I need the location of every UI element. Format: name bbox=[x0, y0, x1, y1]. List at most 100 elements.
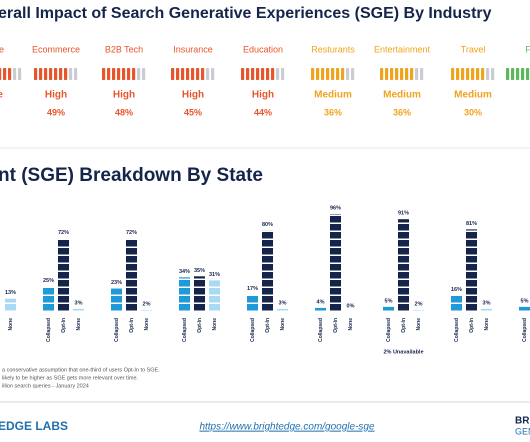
series-label: None bbox=[280, 318, 286, 331]
bar bbox=[5, 298, 16, 312]
level-icon bbox=[420, 68, 424, 80]
level-icon bbox=[241, 68, 245, 80]
level-icon bbox=[117, 68, 121, 80]
series-label: None bbox=[348, 318, 354, 331]
series-label: Collapsed bbox=[318, 318, 324, 342]
level-icon bbox=[506, 68, 510, 80]
bar bbox=[383, 306, 394, 312]
level-icon bbox=[415, 68, 419, 80]
bar bbox=[111, 288, 122, 312]
value-label: 2% bbox=[415, 301, 423, 307]
industry-name: Insurance bbox=[173, 44, 213, 54]
series-label: Collapsed bbox=[386, 318, 392, 342]
bar bbox=[58, 238, 69, 312]
value-label: 17% bbox=[247, 286, 258, 292]
series-label: Collapsed bbox=[46, 318, 52, 342]
level-icon bbox=[511, 68, 515, 80]
footer-brand: EDGE LABS bbox=[0, 419, 68, 433]
industry-percent: 44% bbox=[254, 107, 272, 117]
footer-right-top: BRI bbox=[515, 416, 530, 427]
level-icon bbox=[380, 68, 384, 80]
value-label: 0% bbox=[347, 303, 355, 309]
level-icon bbox=[400, 68, 404, 80]
level-icon bbox=[186, 68, 190, 80]
level-icon bbox=[34, 68, 38, 80]
industry-name: Travel bbox=[461, 44, 486, 54]
bar bbox=[466, 229, 477, 312]
series-label: None bbox=[416, 318, 422, 331]
level-icon bbox=[461, 68, 465, 80]
level-icon bbox=[201, 68, 205, 80]
footnote: a conservative assumption that one-third… bbox=[2, 367, 160, 373]
level-icon bbox=[390, 68, 394, 80]
bar bbox=[194, 276, 205, 312]
bar bbox=[315, 307, 326, 312]
industry-name: Education bbox=[243, 44, 283, 54]
footer-right-bottom: GEN bbox=[515, 426, 530, 436]
level-icon bbox=[39, 68, 43, 80]
level-icon bbox=[256, 68, 260, 80]
level-icon bbox=[466, 68, 470, 80]
level-icon bbox=[112, 68, 116, 80]
level-icon bbox=[336, 68, 340, 80]
level-icon bbox=[102, 68, 106, 80]
value-label: 23% bbox=[111, 280, 122, 286]
bar bbox=[247, 294, 258, 312]
level-icon bbox=[127, 68, 131, 80]
industry-level: High bbox=[182, 90, 204, 101]
value-label: 13% bbox=[5, 290, 16, 296]
series-label: Opt-In bbox=[469, 318, 475, 333]
level-icon bbox=[171, 68, 175, 80]
level-icon bbox=[54, 68, 58, 80]
bar bbox=[451, 295, 462, 312]
value-label: 72% bbox=[126, 230, 137, 236]
level-icon bbox=[18, 68, 22, 80]
series-label: None bbox=[8, 318, 14, 331]
bar bbox=[43, 286, 54, 312]
bar bbox=[179, 277, 190, 312]
value-label: 25% bbox=[43, 278, 54, 284]
series-label: Collapsed bbox=[454, 318, 460, 342]
industry-name: Resturants bbox=[311, 44, 355, 54]
series-label: None bbox=[76, 318, 82, 331]
footnote: likely to be higher as SGE gets more rel… bbox=[2, 375, 139, 381]
level-icon bbox=[107, 68, 111, 80]
level-icon bbox=[331, 68, 335, 80]
level-icon bbox=[281, 68, 285, 80]
annotation: 2% Unavailable bbox=[383, 349, 423, 355]
level-icon bbox=[211, 68, 215, 80]
level-icon bbox=[176, 68, 180, 80]
industry-percent: 30% bbox=[464, 107, 482, 117]
level-icon bbox=[486, 68, 490, 80]
level-icon bbox=[0, 68, 2, 80]
level-icon bbox=[341, 68, 345, 80]
level-icon bbox=[3, 68, 7, 80]
level-icon bbox=[64, 68, 68, 80]
series-label: Opt-In bbox=[265, 318, 271, 333]
level-icon bbox=[385, 68, 389, 80]
series-label: Collapsed bbox=[522, 318, 528, 342]
series-label: None bbox=[212, 318, 218, 331]
section-title: nt (SGE) Breakdown By State bbox=[0, 165, 263, 186]
industry-name: Entertainment bbox=[374, 44, 431, 54]
series-label: Opt-In bbox=[197, 318, 203, 333]
series-label: Opt-In bbox=[401, 318, 407, 333]
level-icon bbox=[181, 68, 185, 80]
level-icon bbox=[491, 68, 495, 80]
value-label: 81% bbox=[466, 221, 477, 227]
series-label: Collapsed bbox=[114, 318, 120, 342]
bar bbox=[73, 308, 84, 312]
industry-level: Medium bbox=[454, 90, 492, 101]
level-icon bbox=[196, 68, 200, 80]
industry-level: High bbox=[252, 90, 274, 101]
series-label: None bbox=[144, 318, 150, 331]
level-icon bbox=[521, 68, 525, 80]
level-icon bbox=[266, 68, 270, 80]
industry-level: e bbox=[0, 90, 3, 101]
level-icon bbox=[405, 68, 409, 80]
level-icon bbox=[8, 68, 12, 80]
footer-url[interactable]: https://www.brightedge.com/google-sge bbox=[199, 422, 375, 433]
level-icon bbox=[516, 68, 520, 80]
